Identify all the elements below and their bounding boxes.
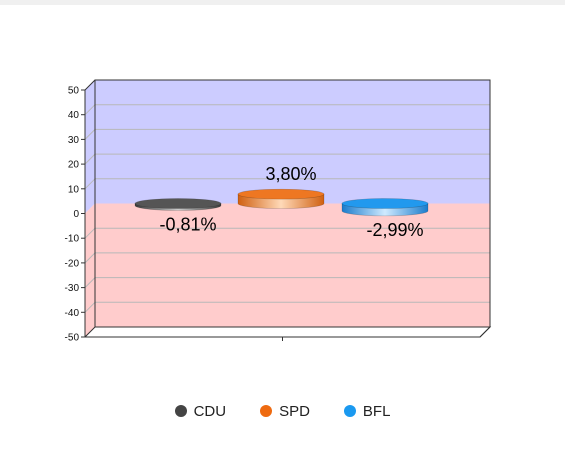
legend-label: BFL <box>362 402 391 420</box>
bottom-right-edge <box>479 326 491 338</box>
legend-dot-icon <box>343 405 356 417</box>
gridline-side <box>84 104 96 116</box>
y-tick-label: 0 <box>73 209 79 220</box>
gridline-side <box>84 301 96 313</box>
bar-chart: 50 40 30 20 10 0 -10 -20 -30 -40 -50 -0,81% 3,80% -2… <box>65 79 492 344</box>
y-axis-ticks: 50 40 30 20 10 0 -10 -20 -30 -40 -50 <box>65 86 85 344</box>
legend-label: CDU <box>193 402 227 420</box>
gridline-side <box>84 153 96 165</box>
legend-dot-icon <box>260 405 273 417</box>
negative-region <box>95 203 490 327</box>
gridline-side <box>84 277 96 288</box>
data-label-spd: 3,80% <box>265 164 316 184</box>
y-tick-label: 50 <box>68 86 80 97</box>
y-tick-label: -30 <box>65 283 80 294</box>
gridline-side <box>84 227 96 239</box>
legend-label: SPD <box>279 402 310 420</box>
data-label-cdu: -0,81% <box>159 215 216 235</box>
legend-dot-icon <box>174 405 187 417</box>
chart-floor <box>83 326 492 338</box>
top-left-edge <box>84 79 96 91</box>
side-wall-negative <box>85 203 95 337</box>
legend: CDU SPD BFL <box>0 400 565 422</box>
bar-bfl <box>341 198 429 217</box>
data-label-bfl: -2,99% <box>366 220 423 240</box>
bar-cap <box>341 198 429 209</box>
plot-background <box>83 80 492 338</box>
bars <box>134 188 429 217</box>
legend-item-cdu[interactable]: CDU <box>174 402 227 420</box>
gridlines <box>84 104 490 313</box>
gridline-side <box>84 252 96 264</box>
top-bar <box>0 0 565 5</box>
legend-item-bfl[interactable]: BFL <box>343 402 391 420</box>
y-tick-label: 20 <box>68 160 80 171</box>
y-tick-label: -40 <box>65 308 80 319</box>
y-tick-label: -10 <box>65 234 80 245</box>
y-tick-label: -50 <box>65 333 80 344</box>
positive-region <box>95 80 490 204</box>
bar-cap <box>134 198 222 209</box>
bar-spd <box>237 188 325 209</box>
gridline-side <box>84 129 96 140</box>
legend-item-spd[interactable]: SPD <box>260 403 310 420</box>
gridline-side <box>84 178 96 190</box>
side-wall-positive <box>85 80 95 214</box>
y-tick-label: 30 <box>68 135 80 146</box>
y-tick-label: 40 <box>68 110 80 121</box>
data-labels: -0,81% 3,80% -2,99% <box>159 164 423 240</box>
y-tick-label: 10 <box>68 184 80 195</box>
bar-cdu <box>134 198 222 211</box>
plot-frame <box>94 79 491 328</box>
bar-cap <box>237 188 325 200</box>
y-tick-label: -20 <box>65 258 80 269</box>
